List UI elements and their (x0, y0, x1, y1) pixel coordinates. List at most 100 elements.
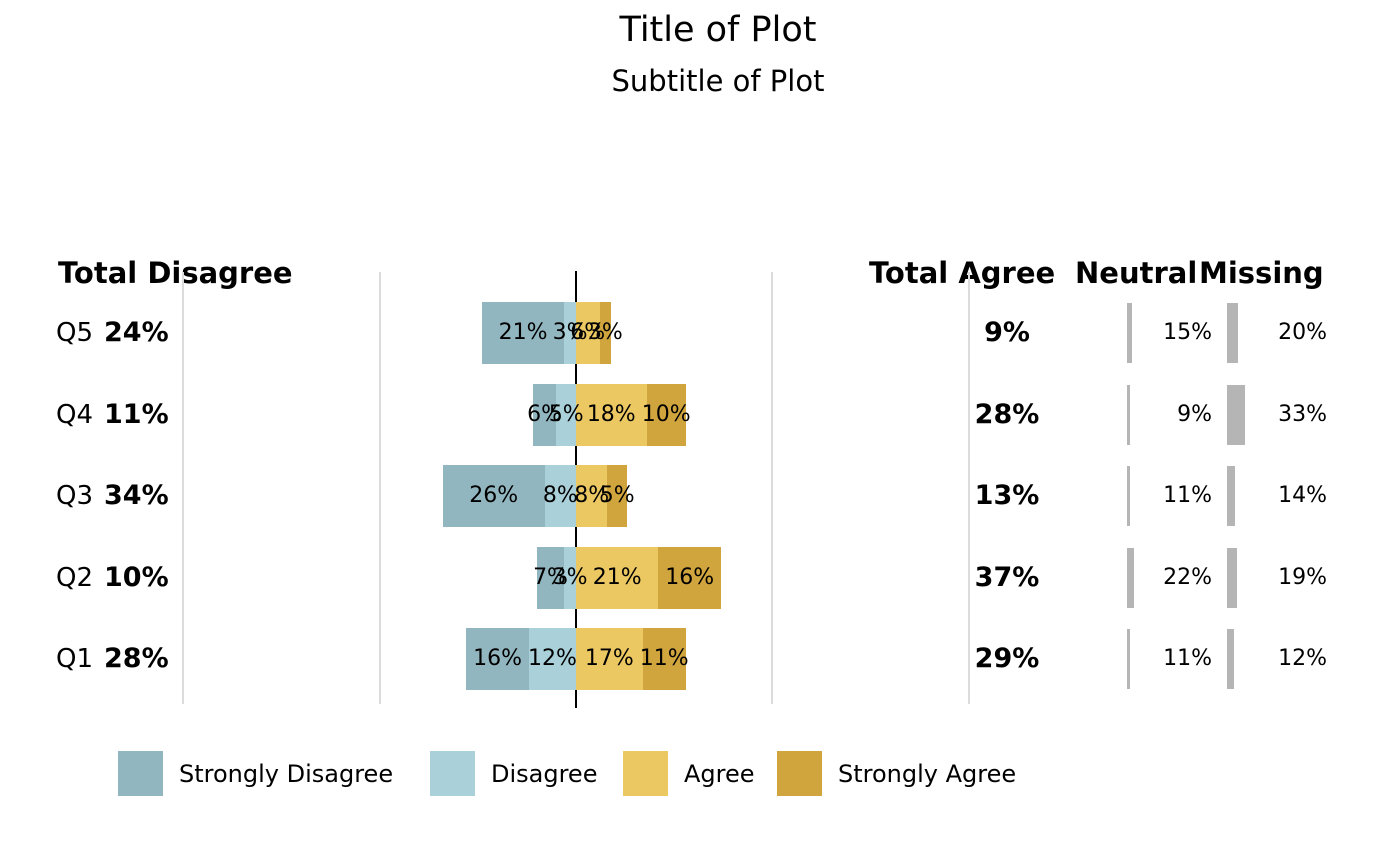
segment-label-strongly-disagree: 26% (469, 483, 519, 509)
neutral-bar (1127, 384, 1130, 445)
total-disagree-value: 34% (104, 480, 169, 512)
legend-label-strongly-disagree: Strongly Disagree (179, 759, 394, 788)
legend-label-disagree: Disagree (491, 759, 598, 788)
total-agree-value: 28% (974, 398, 1040, 430)
neutral-bar (1127, 629, 1131, 690)
segment-label-strongly-disagree: 21% (498, 320, 548, 345)
bar-segment-disagree (564, 546, 576, 609)
bar-segment-agree (576, 465, 608, 528)
neutral-bar (1127, 303, 1132, 363)
missing-value: 19% (1278, 564, 1327, 590)
segment-label-agree: 21% (592, 564, 642, 590)
bar-segment-strongly-agree (646, 383, 686, 446)
missing-bar (1227, 384, 1246, 445)
total-agree-value: 37% (974, 561, 1040, 593)
neutral-bar (1127, 547, 1134, 608)
segment-label-strongly-disagree: 7% (533, 564, 568, 590)
question-label: Q5 (56, 318, 94, 348)
bar-segment-strongly-agree (599, 302, 612, 364)
legend-swatch-agree (623, 751, 668, 796)
header-total-disagree: Total Disagree (58, 256, 293, 290)
question-label: Q2 (56, 562, 94, 593)
missing-bar (1227, 629, 1234, 690)
missing-value: 14% (1278, 483, 1327, 509)
segment-label-strongly-disagree: 6% (527, 401, 563, 427)
neutral-value: 11% (1163, 646, 1212, 672)
bar-segment-disagree (564, 302, 576, 364)
neutral-value: 15% (1163, 320, 1212, 345)
missing-value: 33% (1278, 401, 1327, 427)
bar-segment-strongly-disagree (532, 383, 557, 446)
legend-swatch-strongly-disagree (118, 751, 163, 796)
row-label: Q4 11% (56, 384, 169, 446)
segment-label-agree: 6% (570, 320, 606, 345)
segment-label-strongly-disagree: 16% (473, 646, 523, 672)
legend-item-agree: Agree (623, 751, 755, 796)
missing-bar (1227, 303, 1238, 363)
segment-label-strongly-agree: 10% (641, 401, 691, 427)
gridline-minus-100 (182, 272, 184, 704)
row-label: Q3 34% (56, 465, 169, 527)
total-agree-value: 29% (974, 643, 1040, 675)
segment-label-disagree: 3% (552, 320, 588, 345)
gridline-plus-100 (968, 272, 970, 704)
segment-label-disagree: 3% (552, 564, 588, 590)
bar-segment-disagree (556, 383, 576, 446)
header-total-agree: Total Agree (869, 256, 1056, 290)
question-label: Q3 (56, 481, 94, 512)
total-agree-value: 9% (984, 317, 1030, 348)
header-missing: Missing (1199, 256, 1324, 290)
legend-item-strongly-agree: Strongly Agree (777, 751, 1016, 796)
segment-label-strongly-agree: 3% (587, 320, 623, 345)
neutral-value: 22% (1163, 564, 1212, 590)
question-label: Q1 (56, 644, 94, 675)
total-disagree-value: 11% (104, 398, 169, 430)
total-disagree-value: 28% (104, 643, 169, 675)
segment-label-agree: 18% (586, 401, 636, 427)
neutral-value: 11% (1163, 483, 1212, 509)
segment-label-disagree: 8% (542, 483, 578, 509)
legend-item-disagree: Disagree (430, 751, 597, 796)
segment-label-agree: 8% (574, 483, 610, 509)
segment-label-strongly-agree: 11% (639, 646, 689, 672)
gridline-plus-50 (771, 272, 773, 704)
neutral-bar (1127, 466, 1131, 527)
bar-segment-disagree (528, 628, 576, 691)
bar-segment-strongly-agree (642, 628, 686, 691)
question-label: Q4 (56, 399, 94, 430)
neutral-value: 9% (1177, 401, 1212, 427)
bar-segment-strongly-disagree (442, 465, 545, 528)
legend-label-strongly-agree: Strongly Agree (838, 759, 1017, 788)
bar-segment-agree (576, 546, 659, 609)
missing-bar (1227, 547, 1238, 608)
chart-title: Title of Plot (619, 10, 817, 50)
bar-segment-strongly-disagree (481, 302, 565, 364)
row-label: Q2 10% (56, 547, 169, 609)
bar-segment-strongly-agree (658, 546, 722, 609)
total-agree-value: 13% (974, 480, 1040, 512)
legend-label-agree: Agree (684, 759, 755, 788)
legend-swatch-strongly-agree (777, 751, 822, 796)
segment-label-strongly-agree: 5% (599, 483, 635, 509)
bar-segment-agree (576, 302, 600, 364)
gridline-minus-50 (379, 272, 381, 704)
segment-label-disagree: 5% (548, 401, 584, 427)
row-label: Q1 28% (56, 628, 169, 690)
missing-value: 20% (1278, 320, 1327, 345)
total-disagree-value: 10% (104, 561, 169, 593)
missing-bar (1227, 466, 1235, 527)
bar-segment-strongly-disagree (536, 546, 565, 609)
segment-label-agree: 17% (584, 646, 634, 672)
row-label: Q5 24% (56, 302, 169, 364)
bar-segment-agree (576, 383, 647, 446)
missing-value: 12% (1278, 646, 1327, 672)
total-disagree-value: 24% (104, 317, 169, 348)
segment-label-disagree: 12% (528, 646, 577, 672)
bar-segment-strongly-disagree (466, 628, 529, 691)
bar-segment-agree (576, 628, 643, 691)
header-neutral: Neutral (1075, 256, 1197, 290)
legend-item-strongly-disagree: Strongly Disagree (118, 751, 393, 796)
bar-segment-disagree (544, 465, 576, 528)
legend-swatch-disagree (430, 751, 475, 796)
